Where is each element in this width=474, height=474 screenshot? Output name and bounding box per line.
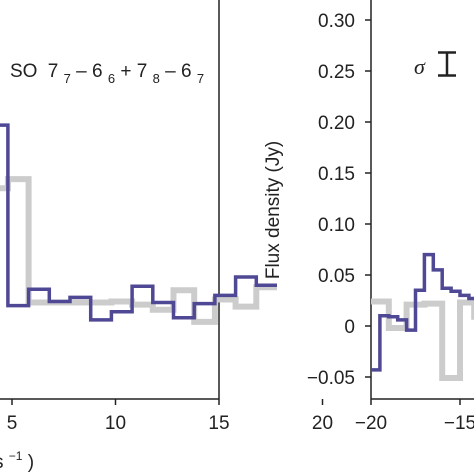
annotation-tr1: 7 [48, 61, 59, 82]
left-series-group [0, 123, 277, 325]
right-x-ticks: −20 −15 [355, 399, 474, 434]
right-series-group [371, 252, 474, 381]
left-x-ticks: 5 10 15 20 [7, 399, 333, 434]
annotation-tr3-sub: 8 [153, 71, 160, 86]
left-panel: 5 10 15 20 SO 7 7 – 6 6 + 7 8 – 6 7 s −1 ) [0, 0, 333, 473]
left-series-purple [0, 123, 277, 322]
annotation-tr2: 6 [92, 61, 103, 82]
annotation-tr1-sub: 7 [64, 71, 71, 86]
right-y-tick-label: 0.25 [318, 62, 355, 83]
sigma-label: σ [414, 54, 426, 79]
left-x-tick-label: 5 [7, 413, 18, 434]
right-y-ticks: 0.30 0.25 0.20 0.15 0.10 0.05 0 −0.05 [307, 11, 371, 389]
left-x-tick-label: 10 [105, 413, 126, 434]
x-axis-label-close: ) [28, 452, 34, 473]
right-y-axis-label: Flux density (Jy) [263, 141, 284, 279]
line-annotation: SO 7 7 – 6 6 + 7 8 – 6 7 [10, 61, 204, 88]
annotation-tr2-sub: 6 [108, 71, 115, 86]
annotation-plus: + [120, 61, 136, 82]
annotation-tr4-sub: 7 [197, 71, 204, 86]
right-y-tick-label: −0.05 [307, 368, 355, 389]
right-x-tick-label: −15 [444, 413, 474, 434]
right-panel: 0.30 0.25 0.20 0.15 0.10 0.05 0 −0.05 −20 −15 Fl… [263, 0, 474, 434]
right-y-tick-label: 0.30 [318, 11, 355, 32]
x-axis-label-fragment: s [0, 452, 4, 473]
left-x-axis-label: s −1 ) [0, 444, 34, 473]
annotation-tr3: 7 [137, 61, 148, 82]
annotation-tr3-dash: – [165, 61, 176, 82]
right-x-tick-label: −20 [355, 413, 387, 434]
annotation-tr4: 6 [181, 61, 192, 82]
right-y-tick-label: 0.15 [318, 164, 355, 185]
x-axis-label-sup: −1 [9, 449, 23, 463]
right-y-tick-label: 0.20 [318, 113, 355, 134]
right-y-tick-label: 0.05 [318, 266, 355, 287]
sigma-error-bar [438, 51, 456, 77]
right-series-purple [371, 252, 474, 372]
right-series-gray [371, 298, 474, 381]
annotation-species: SO [10, 61, 37, 82]
left-x-tick-label: 15 [208, 413, 229, 434]
right-y-tick-label: 0 [344, 317, 355, 338]
right-y-tick-label: 0.10 [318, 215, 355, 236]
annotation-tr1-dash: – [76, 61, 87, 82]
left-x-tick-label: 20 [312, 413, 333, 434]
